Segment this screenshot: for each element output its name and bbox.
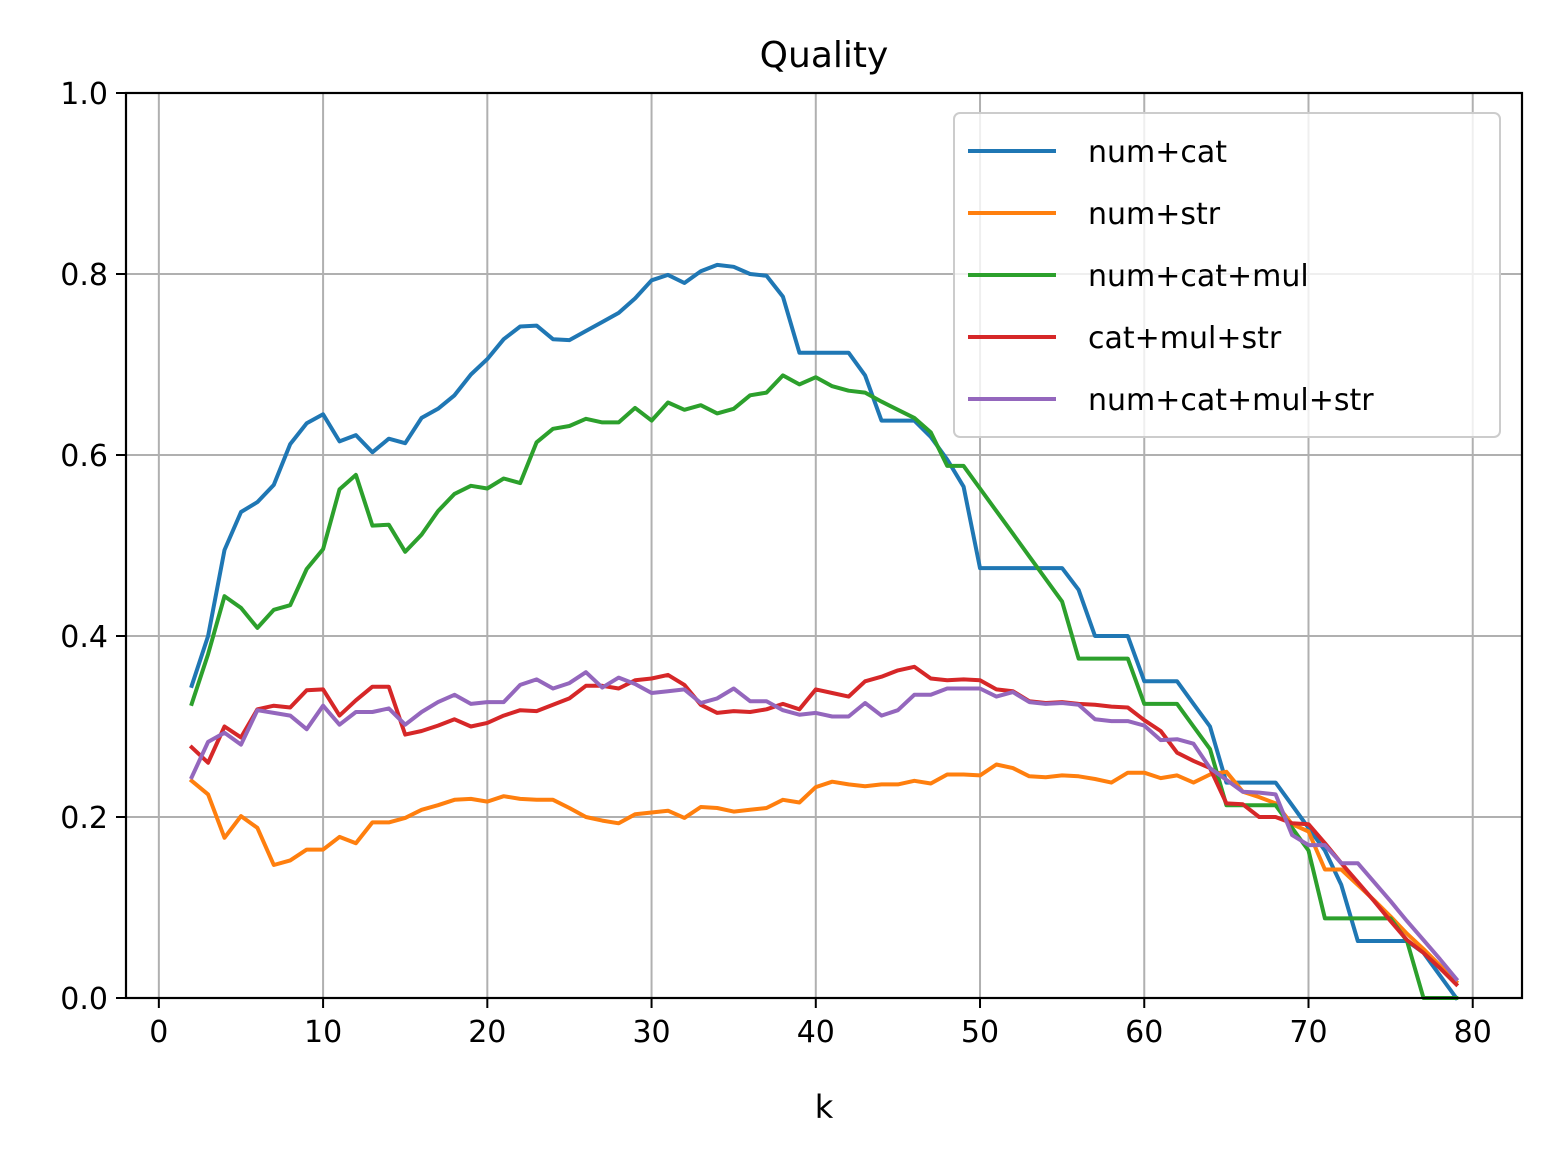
legend-label: num+cat+mul+str bbox=[1088, 383, 1374, 418]
axes-frame bbox=[124, 91, 1524, 1000]
y-tick-label: 0.8 bbox=[60, 258, 108, 293]
x-tick-label: 0 bbox=[149, 1015, 168, 1050]
x-tick-label: 70 bbox=[1289, 1015, 1327, 1050]
series-layer bbox=[188, 262, 1460, 1001]
x-tick-label: 30 bbox=[632, 1015, 670, 1050]
x-tick-label: 50 bbox=[961, 1015, 999, 1050]
legend-label: num+cat+mul bbox=[1088, 259, 1309, 294]
series-line-cat-mul-str bbox=[188, 664, 1460, 988]
x-tick-label: 40 bbox=[797, 1015, 835, 1050]
y-tick-label: 0.6 bbox=[60, 439, 108, 474]
legend-label: cat+mul+str bbox=[1088, 321, 1282, 356]
y-tick-label: 0.2 bbox=[60, 801, 108, 836]
series-line-num-cat-mul-str bbox=[189, 670, 1460, 982]
y-tick-label: 1.0 bbox=[60, 77, 108, 112]
x-axis-ticks: 0 10 20 30 40 50 60 70 80 bbox=[149, 998, 1492, 1050]
y-tick-label: 0.0 bbox=[60, 982, 108, 1017]
legend-label: num+str bbox=[1088, 197, 1221, 232]
x-tick-label: 20 bbox=[468, 1015, 506, 1050]
y-tick-label: 0.4 bbox=[60, 620, 108, 655]
x-tick-label: 80 bbox=[1454, 1015, 1492, 1050]
chart-title: Quality bbox=[760, 35, 889, 76]
y-axis-ticks: 0.0 0.2 0.4 0.6 0.8 1.0 bbox=[60, 77, 126, 1017]
legend-box bbox=[953, 112, 1501, 438]
legend-label: num+cat bbox=[1088, 135, 1227, 170]
legend: num+cat num+str num+cat+mul cat+mul+str num+… bbox=[953, 112, 1501, 438]
legend-items: num+cat num+str num+cat+mul cat+mul+str num+… bbox=[968, 135, 1374, 418]
x-axis-label: k bbox=[815, 1088, 834, 1126]
x-tick-label: 60 bbox=[1125, 1015, 1163, 1050]
series-line-num-cat bbox=[189, 262, 1460, 1001]
x-tick-label: 10 bbox=[304, 1015, 342, 1050]
